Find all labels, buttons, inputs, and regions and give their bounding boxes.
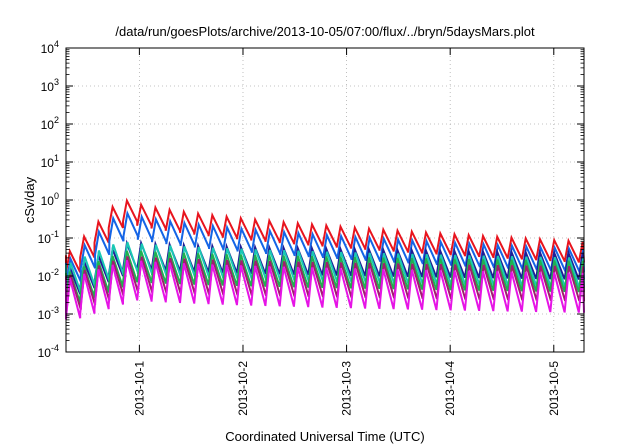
chart-title: /data/run/goesPlots/archive/2013-10-05/0… (115, 24, 535, 39)
x-tick-label: 2013-10-2 (236, 361, 250, 416)
y-tick-label: 10-3 (38, 305, 59, 322)
x-tick-label: 2013-10-4 (443, 361, 457, 416)
series-line-5 (65, 250, 585, 305)
grid (66, 48, 584, 352)
y-tick-label: 104 (41, 39, 59, 56)
y-tick-label: 10-2 (38, 267, 59, 284)
series-line-2 (65, 209, 585, 286)
y-tick-label: 101 (41, 153, 59, 170)
x-axis: 2013-10-1 2013-10-2 2013-10-3 2013-10-4 2013… (132, 48, 561, 416)
x-tick-label: 2013-10-5 (547, 361, 561, 416)
y-tick-label: 103 (41, 77, 59, 94)
x-tick-label: 2013-10-1 (132, 361, 146, 416)
y-tick-label: 10-1 (38, 229, 59, 246)
y-tick-label: 10-4 (38, 343, 59, 360)
series-line-1 (65, 197, 585, 277)
y-axis-label: cSv/day (22, 176, 37, 223)
y-tick-label: 102 (41, 115, 59, 132)
series-layer (65, 197, 585, 320)
series-line-7 (65, 259, 585, 320)
x-axis-label: Coordinated Universal Time (UTC) (225, 429, 424, 444)
x-tick-label: 2013-10-3 (340, 361, 354, 416)
y-axis: 10-4 10-3 10-2 10-1 100 101 102 103 104 (38, 39, 584, 360)
y-tick-label: 100 (41, 191, 59, 208)
